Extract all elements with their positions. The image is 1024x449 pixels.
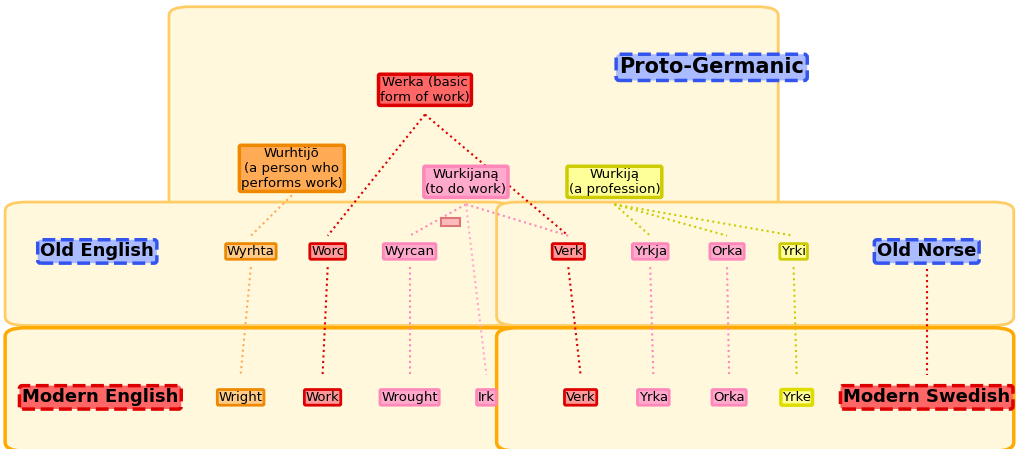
Text: Modern Swedish: Modern Swedish (843, 388, 1011, 406)
Text: Wurkiją
(a profession): Wurkiją (a profession) (568, 168, 660, 196)
Text: Yrka: Yrka (639, 391, 668, 404)
Text: Wyrhta: Wyrhta (227, 245, 274, 258)
Text: Yrkja: Yrkja (634, 245, 667, 258)
Text: Werka (basic
form of work): Werka (basic form of work) (380, 76, 470, 104)
Text: Proto-Germanic: Proto-Germanic (620, 57, 804, 77)
Text: Worc: Worc (311, 245, 344, 258)
Text: Wyrcan: Wyrcan (385, 245, 434, 258)
Text: Irk: Irk (478, 391, 495, 404)
FancyBboxPatch shape (169, 7, 778, 233)
Text: Yrki: Yrki (781, 245, 806, 258)
Text: Old Norse: Old Norse (877, 242, 977, 260)
Text: Verk: Verk (554, 245, 583, 258)
Text: Wright: Wright (219, 391, 262, 404)
Text: Modern English: Modern English (23, 388, 178, 406)
FancyBboxPatch shape (497, 202, 1014, 326)
Text: Work: Work (306, 391, 339, 404)
Text: Orka: Orka (712, 245, 742, 258)
FancyBboxPatch shape (441, 218, 460, 226)
Text: Yrke: Yrke (782, 391, 811, 404)
Text: Wurhtijō
(a person who
performs work): Wurhtijō (a person who performs work) (241, 147, 343, 190)
Text: Wrought: Wrought (381, 391, 438, 404)
FancyBboxPatch shape (5, 328, 604, 449)
FancyBboxPatch shape (497, 328, 1014, 449)
Text: Wurkijaną
(to do work): Wurkijaną (to do work) (425, 168, 507, 196)
Text: Old English: Old English (40, 242, 155, 260)
FancyBboxPatch shape (5, 202, 512, 326)
Text: Orka: Orka (714, 391, 744, 404)
Text: Verk: Verk (566, 391, 595, 404)
